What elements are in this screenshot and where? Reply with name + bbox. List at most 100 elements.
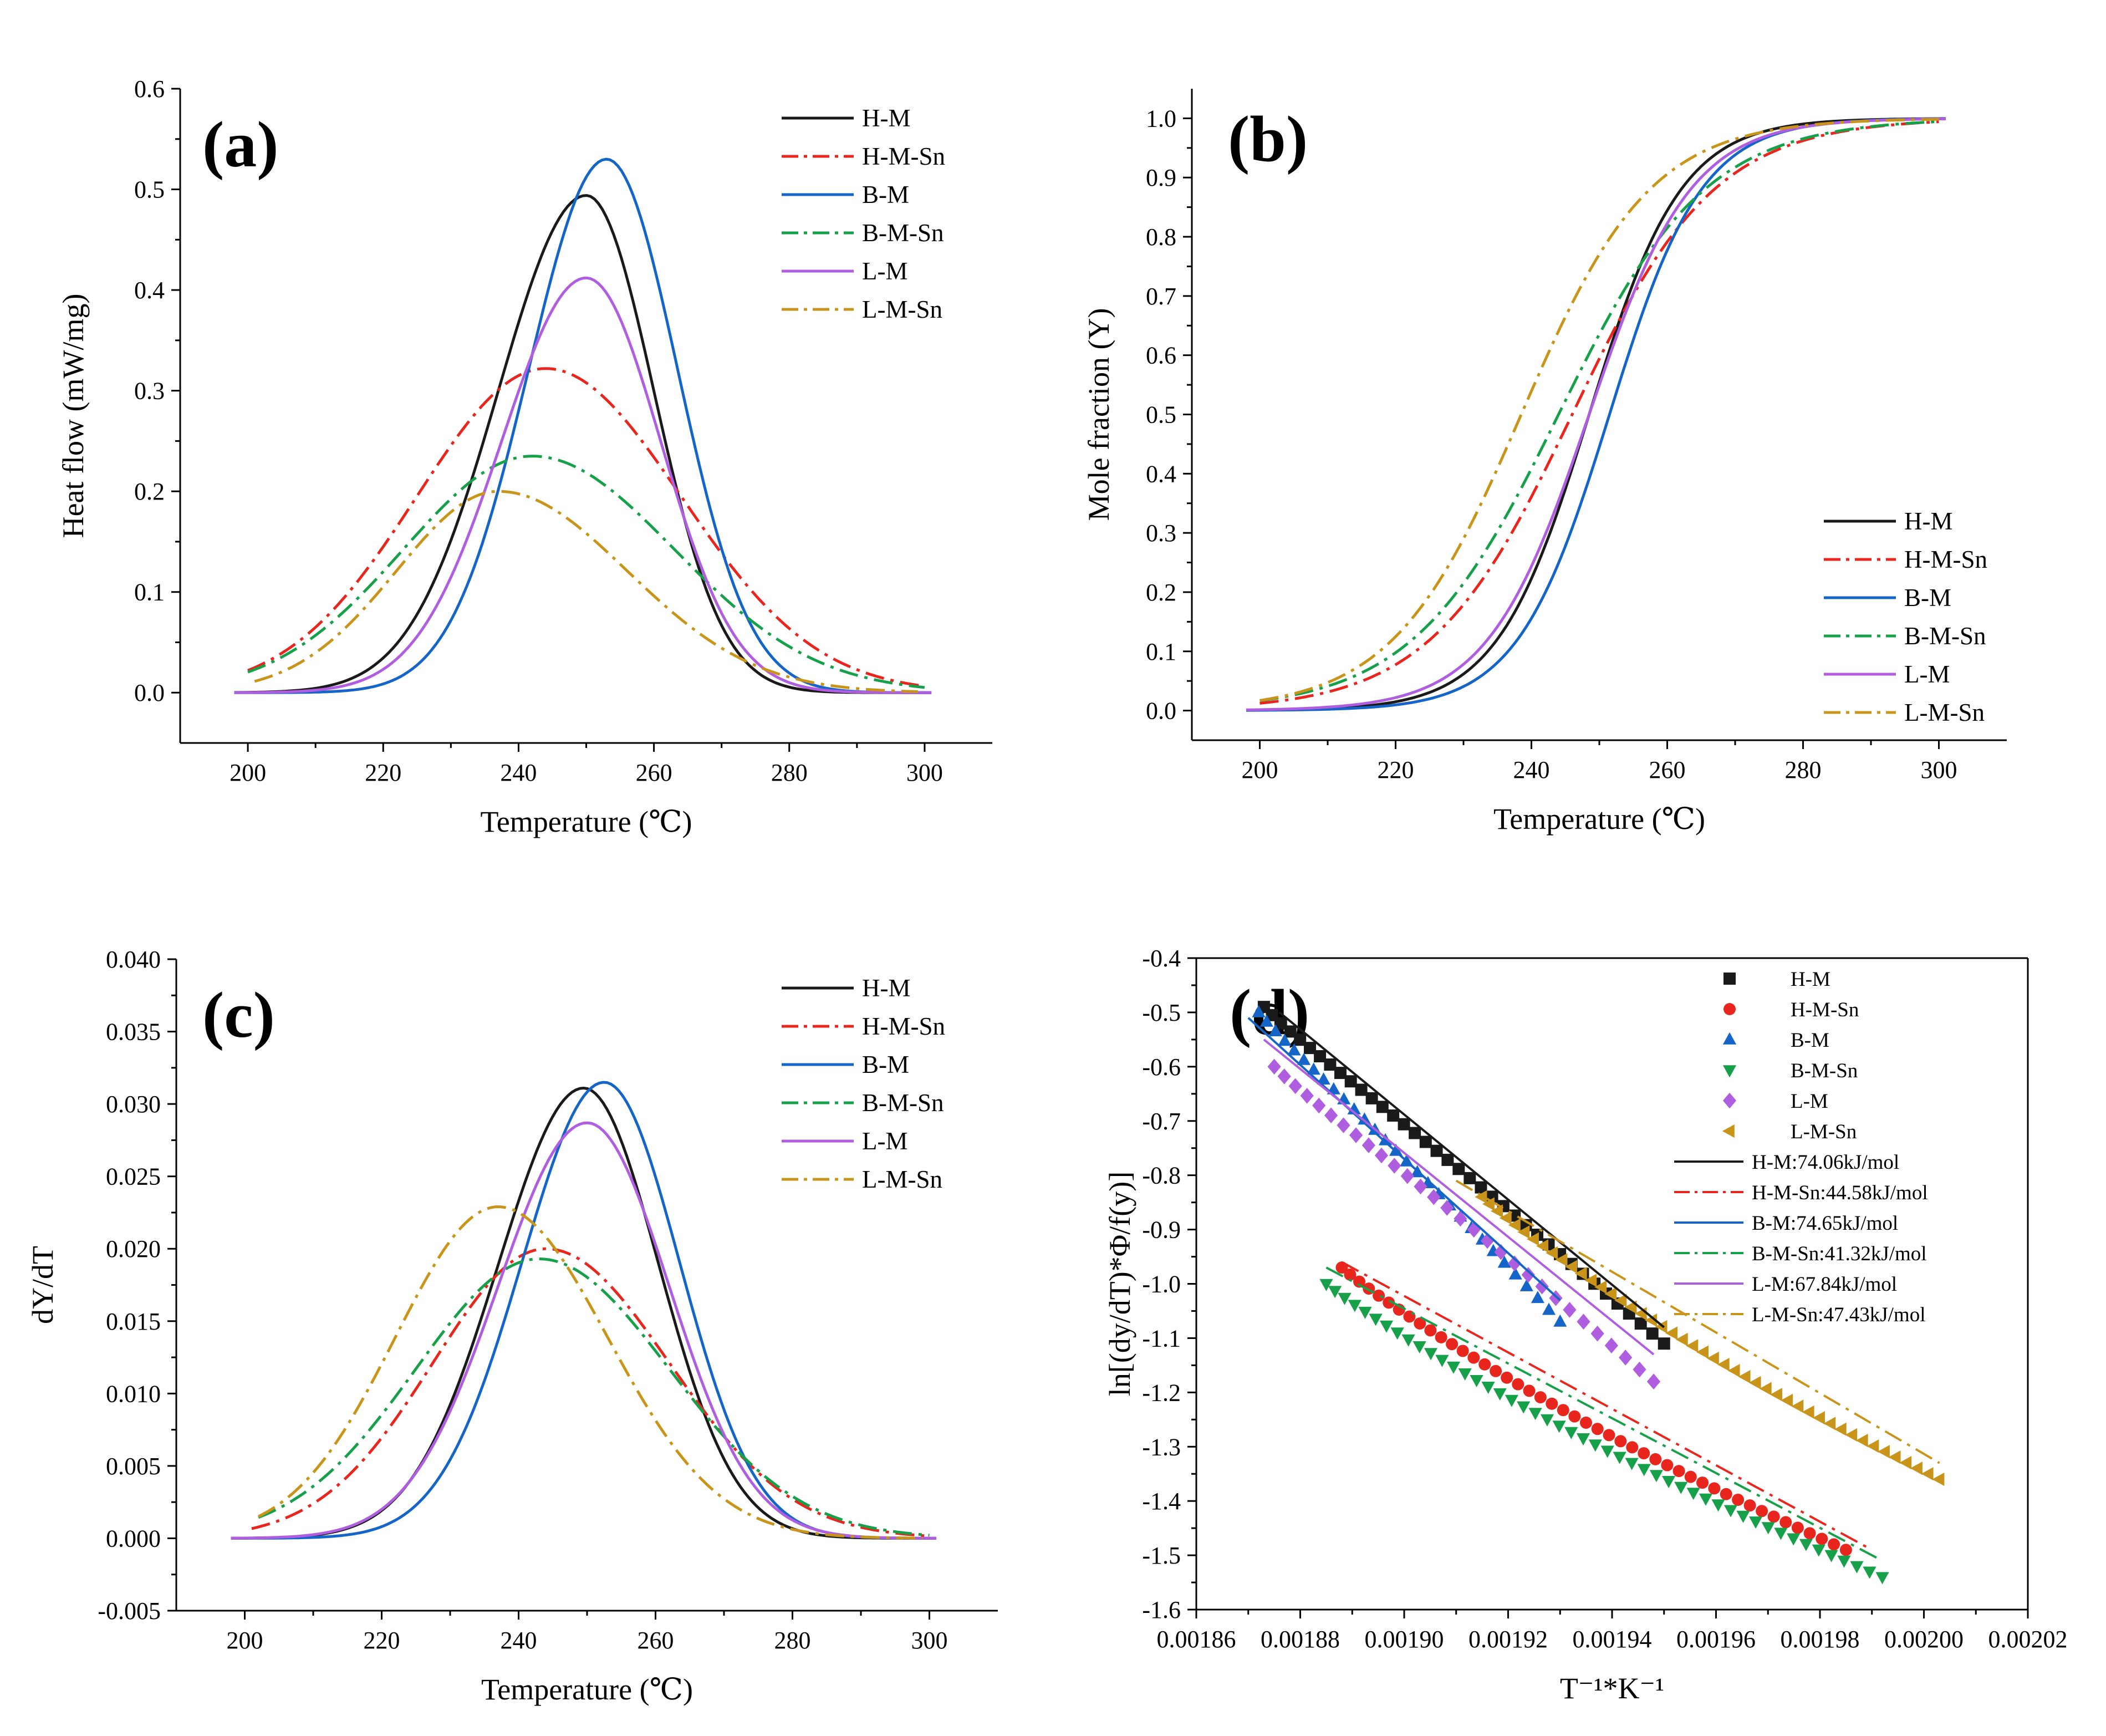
data-point-h-m [1387,1109,1400,1122]
data-point-b-m [1287,1043,1301,1056]
series-line-b-m-sn [1259,120,1939,702]
data-point-l-m-sn [1555,1253,1568,1267]
series-line-l-m [1246,117,1946,711]
data-point-l-m-sn [1867,1439,1879,1453]
y-tick-label: 0.035 [106,1019,161,1046]
x-tick-label: 200 [227,1627,263,1654]
data-point-h-m-sn [1743,1499,1756,1512]
y-tick-label: -1.6 [1142,1596,1181,1623]
data-point-b-m-sn [1824,1550,1838,1562]
data-point-h-m-sn [1403,1310,1416,1323]
data-point-l-m-sn [1499,1211,1512,1225]
y-tick-label: 0.9 [1146,164,1176,191]
data-point-h-m-sn [1839,1544,1852,1556]
data-point-b-m [1317,1072,1330,1085]
data-point-l-m [1508,1255,1522,1271]
data-point-b-m-sn [1837,1555,1851,1568]
data-point-l-m-sn [1899,1456,1912,1470]
data-point-b-m [1259,1014,1273,1027]
data-point-h-m-sn [1414,1317,1426,1330]
data-point-h-m [1658,1337,1670,1350]
data-point-l-m [1646,1373,1661,1390]
data-point-h-m-sn [1816,1533,1828,1545]
data-point-l-m [1577,1314,1590,1330]
data-point-h-m-sn [1383,1296,1395,1309]
x-tick-label: 220 [364,1627,400,1654]
x-axis-title: Temperature (℃) [481,805,692,838]
data-point-b-m [1268,1024,1282,1036]
data-point-h-m-sn [1732,1493,1745,1506]
data-point-h-m-sn [1708,1482,1721,1495]
y-tick-label: 1.0 [1146,105,1176,132]
data-point-l-m [1633,1361,1646,1378]
legend-fit-label: L-M-Sn:47.43kJ/mol [1752,1304,1926,1326]
legend-label: L-M-Sn [1791,1121,1857,1143]
y-tick-label: -0.7 [1142,1108,1181,1135]
data-point-l-m [1267,1058,1281,1075]
x-tick-label: 260 [636,759,672,786]
data-point-l-m [1277,1068,1291,1085]
y-tick-label: -1.5 [1142,1542,1181,1569]
y-tick-label: 0.005 [106,1453,161,1480]
y-tick-label: -0.005 [98,1597,161,1625]
data-point-h-m-sn [1779,1516,1792,1529]
data-point-h-m-sn [1490,1365,1502,1377]
data-point-b-m-sn [1711,1499,1725,1512]
y-tick-label: 0.015 [106,1308,161,1335]
x-tick-label: 0.00198 [1781,1626,1860,1653]
panel-b: 0.0 0.1 0.2 0.3 0.4 0.5 0.6 0.7 0.8 0.9 1.0 200 220 2… [1082,89,2007,836]
x-tick-label: 220 [365,759,401,786]
data-point-b-m [1519,1279,1533,1291]
x-tick-label: 0.00196 [1676,1626,1756,1653]
legend-label: B-M-Sn [862,219,944,247]
legend-label: H-M-Sn [862,1012,945,1040]
legend-label: H-M [1904,507,1953,535]
data-point-l-m [1563,1302,1577,1318]
data-point-b-m-sn [1338,1292,1352,1305]
data-point-h-m [1365,1092,1378,1104]
data-point-l-m [1400,1168,1414,1184]
data-point-b-m-sn [1481,1382,1495,1394]
data-point-h-m [1274,1017,1287,1030]
x-tick-label: 0.00186 [1157,1626,1236,1653]
y-tick-label: 0.4 [1146,460,1176,487]
data-point-l-m-sn [1508,1218,1521,1232]
legend-fit-label: H-M-Sn:44.58kJ/mol [1752,1182,1928,1204]
legend-label: H-M [862,974,911,1002]
data-point-l-m-sn [1802,1405,1814,1419]
data-point-l-m-sn [1727,1363,1740,1378]
data-point-l-m-sn [1491,1204,1503,1218]
series-line-h-m [234,194,932,694]
data-point-h-m [1284,1025,1297,1038]
y-tick-label: 0.7 [1146,283,1176,310]
y-tick-label: -0.9 [1142,1216,1181,1244]
data-point-h-m-sn [1767,1510,1780,1523]
data-point-h-m [1634,1317,1647,1330]
data-point-h-m-sn [1638,1447,1650,1460]
data-point-h-m [1464,1172,1476,1184]
x-axis-title: Temperature (℃) [1493,802,1705,836]
panel-c: -0.005 0.000 0.005 0.010 0.015 0.020 0.025 0.03… [26,946,998,1706]
data-point-b-m-sn [1761,1522,1775,1535]
data-point-h-m-sn [1756,1505,1768,1518]
data-point-l-m [1388,1158,1401,1174]
data-point-h-m-sn [1568,1410,1581,1423]
data-point-l-m [1521,1267,1535,1283]
y-tick-label: 0.4 [134,277,165,304]
legend-label: H-M-Sn [1904,546,1987,573]
data-point-l-m-sn [1655,1320,1668,1333]
y-tick-label: 0.8 [1146,223,1176,251]
legend-label: L-M-Sn [862,296,942,323]
data-point-h-m-sn [1467,1351,1480,1364]
data-point-l-m [1374,1147,1389,1164]
data-point-l-m-sn [1536,1239,1548,1253]
series-line-h-m [231,1086,936,1540]
data-point-b-m-sn [1348,1300,1361,1312]
data-point-l-m-sn [1706,1351,1719,1365]
series-line-h-m-sn [251,1247,930,1538]
data-point-h-m-sn [1603,1429,1615,1442]
data-point-l-m-sn [1759,1382,1772,1396]
data-point-b-m-sn [1723,1505,1738,1518]
data-point-b-m-sn [1736,1510,1750,1523]
data-point-b-m-sn [1812,1544,1825,1557]
